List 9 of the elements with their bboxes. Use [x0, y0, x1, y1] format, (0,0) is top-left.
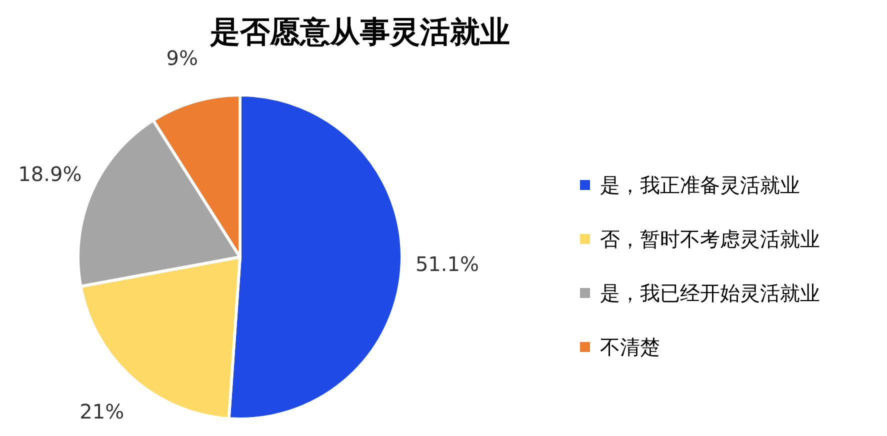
legend-label: 是，我已经开始灵活就业 [600, 281, 820, 305]
legend-label: 是，我正准备灵活就业 [600, 173, 800, 197]
data-label: 51.1% [415, 252, 480, 276]
data-label: 21% [80, 400, 124, 424]
chart-title: 是否愿意从事灵活就业 [209, 15, 510, 50]
legend-label: 不清楚 [600, 335, 660, 359]
legend-label: 否，暂时不考虑灵活就业 [600, 227, 820, 251]
data-label: 18.9% [18, 162, 82, 186]
data-label: 9% [166, 46, 198, 70]
